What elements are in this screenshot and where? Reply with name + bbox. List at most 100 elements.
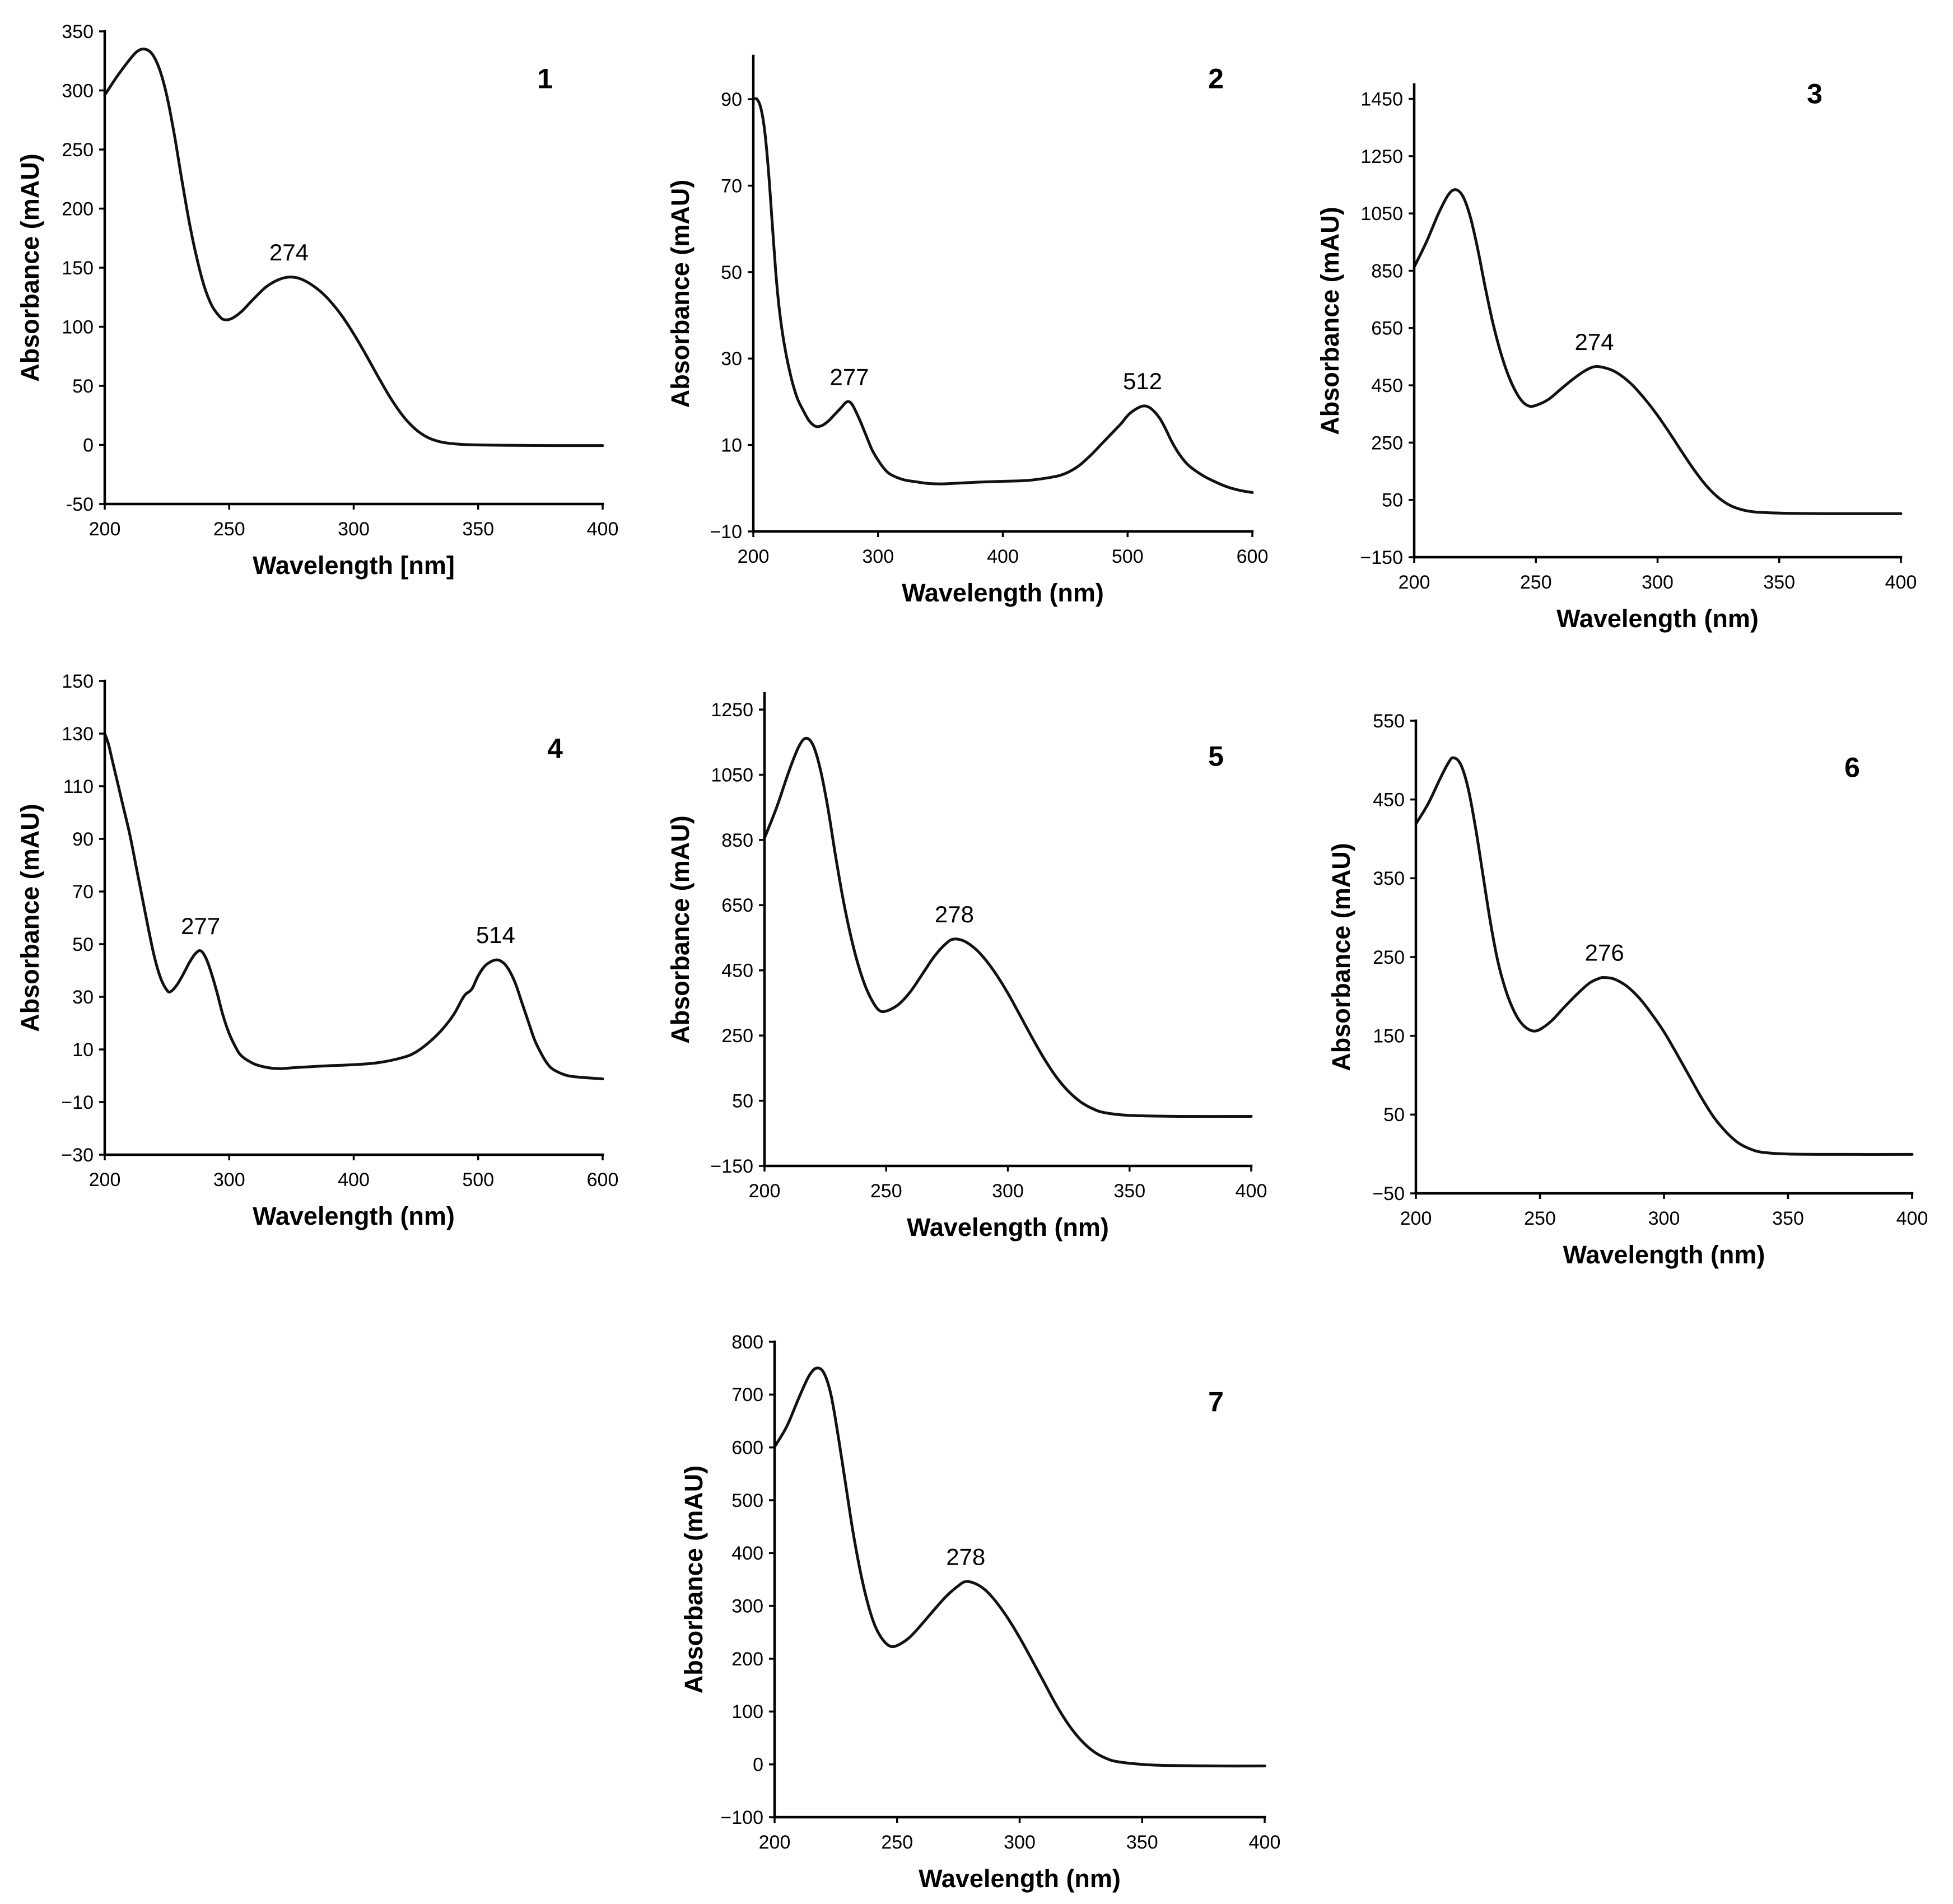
y-tick-label: 250 (1373, 947, 1405, 968)
spectrum-curve-3 (1413, 188, 1903, 515)
peak-annotation: 277 (181, 913, 220, 939)
y-axis-title: Absorbance (mAU) (1316, 207, 1344, 435)
y-tick-label: 400 (731, 1543, 763, 1564)
panel-number-label: 6 (1844, 752, 1860, 783)
x-tick-label: 300 (992, 1180, 1024, 1202)
y-tick-label: −150 (1360, 547, 1403, 568)
chart-panel-5: 1250 1050 850 650 450 250 50 −150 200 250 300 350 40… (666, 692, 1267, 1242)
peak-annotation: 274 (1574, 329, 1614, 355)
y-axis-title: Absorbance (mAU) (16, 153, 44, 382)
y-tick-label: −50 (1372, 1183, 1405, 1205)
x-tick-label: 250 (881, 1832, 913, 1853)
chart-panel-6: 550 450 350 250 150 50 −50 200 250 300 350 400 Wavel… (1327, 711, 1928, 1269)
y-tick-label: 800 (731, 1332, 763, 1353)
x-axis-title: Wavelength (nm) (902, 578, 1104, 607)
y-tick-label: 1450 (1360, 88, 1403, 110)
y-tick-label: 10 (721, 435, 742, 456)
y-tick-label: 350 (62, 21, 94, 43)
x-tick-label: 600 (587, 1169, 619, 1191)
x-tick-label: 500 (462, 1169, 494, 1191)
x-tick-label: 350 (1772, 1208, 1804, 1229)
panel-number-label: 7 (1208, 1387, 1224, 1418)
y-tick-label: 70 (72, 881, 94, 903)
y-axis-title: Absorbance (mAU) (1327, 843, 1355, 1071)
panel-number-label: 3 (1807, 78, 1823, 110)
spectrum-curve-7 (773, 1366, 1266, 1768)
y-tick-label: 850 (721, 830, 753, 851)
y-axis-title: Absorbance (mAU) (679, 1466, 708, 1694)
x-tick-label: 350 (1126, 1832, 1158, 1853)
y-tick-label: −10 (61, 1092, 94, 1113)
y-tick-label: 450 (1373, 790, 1405, 811)
peak-annotation: 274 (269, 239, 309, 265)
x-tick-label: 200 (89, 1169, 121, 1191)
y-tick-label: 300 (731, 1596, 763, 1617)
y-axis-title: Absorbance (mAU) (666, 180, 694, 408)
panel-number-label: 5 (1208, 741, 1224, 772)
peak-annotation: 277 (829, 363, 869, 390)
peak-annotation: 278 (946, 1543, 985, 1570)
x-tick-label: 350 (1763, 572, 1795, 593)
y-tick-label: 100 (62, 316, 94, 338)
x-tick-label: 300 (862, 546, 894, 567)
peak-annotation: 276 (1585, 940, 1624, 966)
y-tick-label: 450 (1371, 375, 1403, 396)
y-tick-label: 90 (72, 829, 94, 850)
chart-panel-2: 90 70 50 30 10 −10 200 300 400 500 600 Wavelength (… (666, 54, 1268, 607)
y-tick-label: 100 (731, 1701, 763, 1723)
y-axis-title: Absorbance (mAU) (16, 804, 44, 1032)
x-tick-label: 400 (1896, 1208, 1928, 1229)
y-tick-label: −150 (710, 1156, 753, 1177)
y-tick-label: 50 (72, 934, 94, 955)
y-tick-label: 0 (83, 435, 94, 456)
y-tick-label: 70 (721, 175, 742, 197)
y-tick-label: 110 (63, 776, 94, 797)
y-tick-label: 550 (1373, 711, 1405, 732)
y-tick-label: 10 (72, 1039, 94, 1061)
y-tick-label: 150 (62, 258, 94, 279)
x-tick-label: 500 (1112, 546, 1144, 567)
x-tick-label: 350 (1113, 1180, 1145, 1202)
peak-annotation: 512 (1123, 368, 1162, 394)
y-tick-label: 50 (72, 376, 94, 397)
y-tick-label: 300 (62, 80, 94, 101)
x-axis-title: Wavelength (nm) (919, 1864, 1121, 1893)
x-tick-label: 400 (987, 546, 1019, 567)
y-tick-label: 50 (721, 262, 742, 283)
y-tick-label: 50 (732, 1090, 753, 1112)
x-tick-label: 400 (338, 1169, 370, 1191)
y-tick-label: 1050 (711, 764, 753, 786)
spectrum-curve-6 (1414, 756, 1914, 1156)
x-tick-label: 300 (338, 519, 370, 540)
chart-panel-4: 150 130 110 90 70 50 30 10 −10 −30 200 300 400 500 600… (16, 671, 619, 1230)
x-axis-title: Wavelength (nm) (1563, 1240, 1765, 1269)
chart-panel-3: 1450 1250 1050 850 650 450 250 50 −150 200 250 300 3… (1316, 78, 1917, 633)
x-tick-label: 200 (1399, 572, 1430, 593)
x-axis-title: Wavelength (nm) (253, 1202, 455, 1230)
y-tick-label: 850 (1371, 260, 1403, 282)
y-tick-label: 1050 (1360, 203, 1403, 225)
x-tick-label: 400 (1236, 1180, 1267, 1202)
x-tick-label: 250 (870, 1180, 902, 1202)
y-tick-label: 200 (62, 198, 94, 220)
peak-annotation: 514 (476, 922, 515, 948)
spectrum-curve-4 (103, 732, 604, 1081)
x-tick-label: 400 (587, 519, 619, 540)
y-tick-label: 90 (721, 89, 742, 110)
x-tick-label: 400 (1885, 572, 1917, 593)
y-tick-label: 1250 (711, 699, 753, 721)
y-tick-label: 250 (721, 1025, 753, 1047)
x-axis-title: Wavelength (nm) (1556, 604, 1759, 633)
y-tick-label: 450 (721, 960, 753, 982)
spectrum-curve-5 (763, 736, 1253, 1118)
y-tick-label: 150 (1373, 1026, 1405, 1047)
x-tick-label: 300 (1004, 1832, 1036, 1853)
peak-annotation: 278 (935, 901, 974, 927)
x-tick-label: 200 (738, 546, 770, 567)
y-tick-label: −100 (720, 1807, 763, 1828)
x-axis-title: Wavelength [nm] (253, 551, 455, 580)
y-tick-label: 50 (1383, 1104, 1405, 1126)
y-tick-label: 650 (721, 895, 753, 916)
